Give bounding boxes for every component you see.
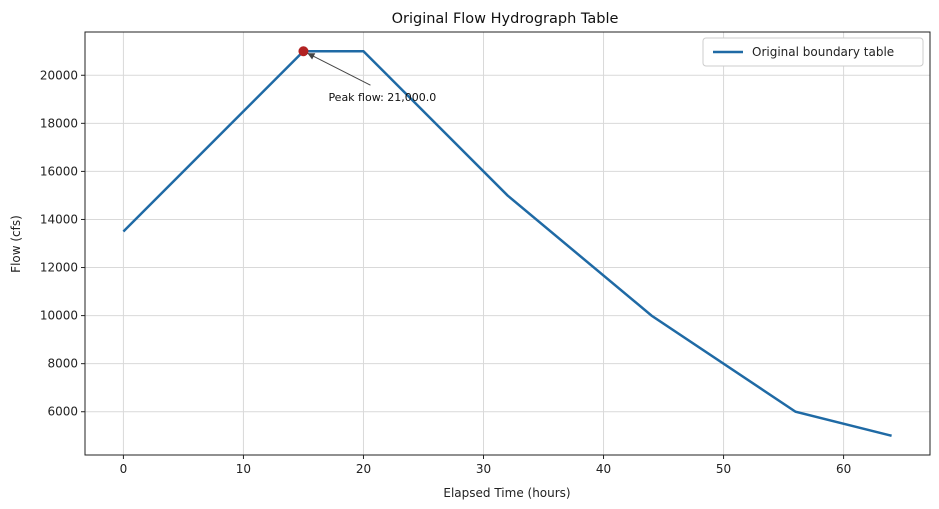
- peak-annotation: Peak flow: 21,000.0: [307, 52, 436, 104]
- y-tick-label: 10000: [40, 309, 78, 323]
- plot-area-frame: [84, 31, 931, 456]
- y-tick-label: 16000: [40, 164, 78, 178]
- series-layer: [122, 46, 892, 437]
- x-tick-label: 0: [120, 462, 128, 476]
- y-tick-label: 20000: [40, 68, 78, 82]
- x-tick-label: 20: [356, 462, 371, 476]
- legend-label: Original boundary table: [752, 45, 894, 59]
- x-tick-label: 10: [236, 462, 251, 476]
- y-tick-label: 18000: [40, 116, 78, 130]
- chart-title: Original Flow Hydrograph Table: [392, 11, 619, 27]
- y-tick-label: 12000: [40, 261, 78, 275]
- peak-flow-label: Peak flow: 21,000.0: [328, 91, 436, 104]
- y-axis-title: Flow (cfs): [9, 215, 23, 273]
- y-tick-label: 8000: [47, 357, 78, 371]
- peak-arrowhead: [307, 53, 316, 60]
- axis-ticks: 0 10 20 30 40 50 60 6000 8000 10000 12000 14000 1600…: [40, 68, 851, 476]
- series-line: [122, 49, 892, 437]
- x-tick-label: 60: [836, 462, 851, 476]
- peak-marker: [298, 46, 309, 57]
- x-tick-label: 50: [716, 462, 731, 476]
- x-axis-title: Elapsed Time (hours): [443, 486, 570, 500]
- y-tick-label: 6000: [47, 405, 78, 419]
- legend-box: [702, 37, 924, 67]
- legend: Original boundary table: [702, 37, 924, 67]
- y-tick-label: 14000: [40, 212, 78, 226]
- grid: [85, 32, 930, 455]
- x-tick-label: 30: [476, 462, 491, 476]
- peak-arrow: [307, 52, 371, 86]
- x-tick-label: 40: [596, 462, 611, 476]
